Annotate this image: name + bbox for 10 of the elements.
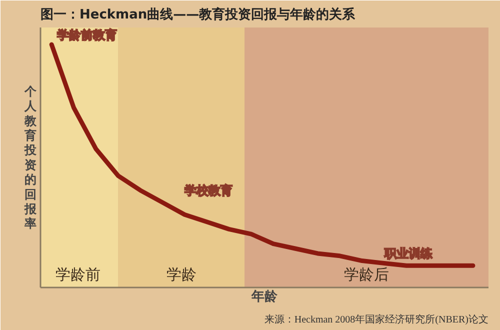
text: 学龄前教育 <box>57 28 118 42</box>
annotation: 学龄前 <box>56 266 101 284</box>
x-axis-title: 年龄 <box>250 290 278 304</box>
annotation: 学校教育 <box>184 183 233 198</box>
annotation: 职业训练 <box>383 246 432 260</box>
chart-title: 图一：Heckman曲线——教育投资回报与年龄的关系 <box>40 6 356 22</box>
text: 个人教育投资的回报率 <box>24 84 36 231</box>
annotation: 学龄后 <box>344 266 390 284</box>
source-note: 来源：Heckman 2008年国家经济研究所(NBER)论文 <box>264 314 489 326</box>
annotation: 学龄 <box>166 266 196 284</box>
